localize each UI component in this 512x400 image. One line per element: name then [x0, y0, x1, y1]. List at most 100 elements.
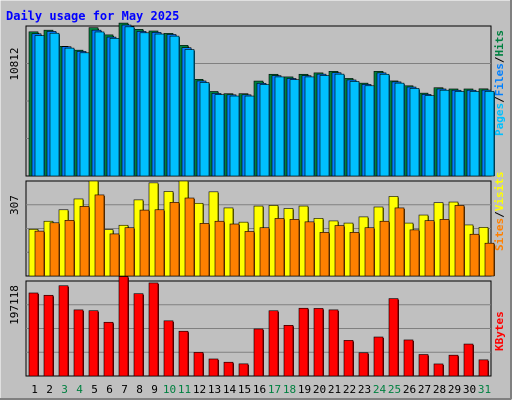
bar-sites: [424, 220, 435, 277]
bar-sites: [244, 231, 255, 277]
x-tick-label: 7: [121, 383, 128, 396]
x-axis: 1 2 3 4 5 6 7 8 9 10 11 12 13 14 15 16 17 18 19 20 21 22 23 24 2…: [31, 383, 491, 396]
legend-item: KBytes: [493, 311, 506, 351]
x-tick-label: 18: [283, 383, 296, 396]
bar-kbytes: [73, 309, 84, 377]
x-tick-label: 10: [163, 383, 176, 396]
bar-pages: [394, 82, 405, 177]
bar-kbytes: [43, 294, 54, 377]
bar-kbytes: [448, 354, 459, 377]
bar-sites: [379, 220, 390, 277]
bar-kbytes: [373, 336, 384, 377]
x-tick-label: 27: [418, 383, 431, 396]
bar-pages: [274, 76, 285, 177]
bar-kbytes: [133, 293, 144, 377]
bar-sites: [349, 232, 360, 277]
bar-kbytes: [358, 352, 369, 377]
legend-item: Files: [493, 63, 506, 96]
bar-sites: [394, 207, 405, 277]
x-tick-label: 19: [298, 383, 311, 396]
bar-pages: [409, 88, 420, 177]
bar-pages: [199, 82, 210, 177]
x-tick-label: 11: [178, 383, 191, 396]
bar-kbytes: [283, 324, 294, 377]
bar-pages: [94, 31, 105, 177]
bar-pages: [379, 73, 390, 177]
bar-sites: [289, 219, 300, 277]
bar-kbytes: [418, 354, 429, 377]
x-tick-label: 3: [61, 383, 68, 396]
panel-kbytes-legend: KBytes: [493, 311, 506, 351]
bar-sites: [154, 209, 165, 277]
x-tick-label: 20: [313, 383, 326, 396]
bar-sites: [304, 221, 315, 277]
bar-sites: [49, 222, 60, 277]
bar-pages: [334, 73, 345, 177]
bar-kbytes: [178, 330, 189, 377]
bar-pages: [184, 49, 195, 177]
panel-visits-ymax-label: 307: [8, 195, 21, 215]
x-tick-label: 25: [388, 383, 401, 396]
bar-pages: [304, 76, 315, 177]
bar-kbytes: [433, 363, 444, 377]
x-tick-label: 12: [193, 383, 206, 396]
bar-sites: [199, 223, 210, 277]
bar-kbytes: [463, 343, 474, 377]
bar-kbytes: [103, 321, 114, 377]
bar-pages: [244, 95, 255, 177]
bar-kbytes: [478, 359, 489, 377]
bar-sites: [409, 229, 420, 277]
x-tick-label: 31: [478, 383, 491, 396]
bar-kbytes: [298, 307, 309, 377]
bar-sites: [439, 219, 450, 277]
x-tick-label: 14: [223, 383, 237, 396]
bar-pages: [454, 91, 465, 177]
bar-pages: [259, 84, 270, 177]
bar-sites: [214, 220, 225, 277]
chart-panels: 10812Pages/Files/Hits307Sites/Visits1971…: [8, 22, 506, 377]
bar-kbytes: [58, 285, 69, 377]
chart-title: Daily usage for May 2025: [6, 9, 179, 23]
bar-pages: [469, 91, 480, 177]
x-tick-label: 24: [373, 383, 387, 396]
bar-kbytes: [343, 340, 354, 377]
bar-kbytes: [118, 276, 129, 377]
bar-sites: [319, 232, 330, 277]
x-tick-label: 23: [358, 383, 371, 396]
bar-sites: [274, 218, 285, 277]
bar-pages: [154, 33, 165, 177]
bar-sites: [484, 242, 495, 277]
panel-kbytes-ymax-label: 197118: [8, 285, 21, 325]
x-tick-label: 22: [343, 383, 356, 396]
bar-kbytes: [403, 339, 414, 377]
bar-kbytes: [238, 363, 249, 377]
bar-kbytes: [208, 358, 219, 377]
legend-item: /: [493, 96, 506, 103]
bar-pages: [214, 94, 225, 177]
bar-sites: [109, 233, 120, 277]
legend-item: Visits: [493, 172, 506, 212]
legend-item: Hits: [493, 30, 506, 57]
legend-item: /: [493, 211, 506, 218]
panel-hits-ymax-label: 10812: [8, 47, 21, 80]
bar-sites: [364, 227, 375, 277]
bar-sites: [79, 206, 90, 277]
bar-pages: [34, 35, 45, 177]
panel-visits-legend: Sites/Visits: [493, 172, 506, 252]
x-tick-label: 5: [91, 383, 98, 396]
bar-kbytes: [223, 361, 234, 377]
bar-pages: [79, 52, 90, 177]
bar-kbytes: [148, 282, 159, 377]
bar-sites: [34, 230, 45, 277]
x-tick-label: 2: [46, 383, 53, 396]
x-tick-label: 9: [151, 383, 158, 396]
bar-kbytes: [253, 328, 264, 377]
bar-sites: [454, 205, 465, 277]
legend-item: Sites: [493, 218, 506, 251]
x-tick-label: 29: [448, 383, 461, 396]
x-tick-label: 15: [238, 383, 251, 396]
bar-pages: [109, 38, 120, 177]
bar-pages: [364, 85, 375, 177]
bar-pages: [439, 89, 450, 177]
